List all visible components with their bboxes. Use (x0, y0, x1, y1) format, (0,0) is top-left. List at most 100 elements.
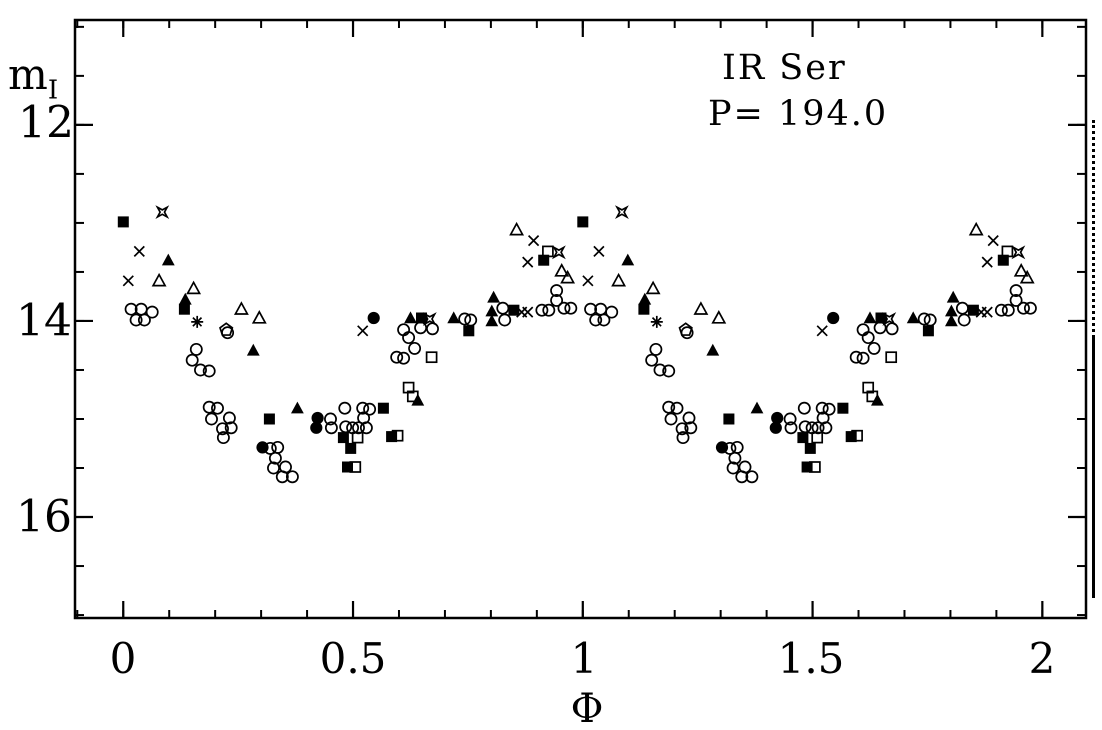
y-tick-label-16: 16 (16, 491, 72, 543)
open-circle-marker (194, 363, 207, 377)
filled-circle-marker (367, 311, 380, 325)
filled-square-marker (508, 304, 520, 316)
open-circle-marker (861, 331, 875, 345)
filled-square-marker (875, 312, 887, 324)
x-tick-label-0: 0 (109, 634, 137, 683)
open-circle-marker (816, 411, 830, 425)
filled-square-marker (801, 461, 813, 473)
open-circle-marker (797, 401, 811, 415)
y-axis-label-main: m (8, 50, 48, 99)
open-triangle-marker (186, 280, 202, 295)
open-triangle-marker (1013, 263, 1029, 277)
period-label: P= 194.0 (708, 94, 889, 134)
open-circle-marker (498, 313, 512, 327)
open-triangle-marker (693, 301, 709, 315)
filled-square-marker (638, 303, 650, 315)
open-circle-marker (535, 303, 549, 317)
filled-square-marker (538, 254, 550, 266)
filled-circle-marker (715, 441, 729, 454)
cross-marker (593, 245, 605, 258)
open-circle-marker (550, 284, 564, 298)
open-square-marker (885, 351, 898, 364)
open-circle-marker (458, 312, 472, 326)
filled-square-marker (386, 431, 398, 443)
filled-triangle-marker (161, 253, 175, 266)
open-circle-marker (564, 301, 578, 315)
open-circle-marker (730, 440, 744, 454)
open-circle-marker (856, 351, 870, 365)
filled-triangle-marker (487, 290, 500, 303)
open-circle-marker (735, 470, 749, 484)
filled-triangle-marker (706, 343, 720, 356)
open-triangle-marker (554, 263, 570, 277)
open-circle-marker (676, 431, 690, 445)
open-circle-marker (357, 411, 371, 425)
open-circle-marker (356, 401, 370, 415)
filled-square-marker (463, 325, 475, 337)
open-square-marker (351, 431, 364, 444)
x-axis-label: Φ (570, 686, 604, 730)
scan-artifact-line-solid (1092, 338, 1095, 598)
cross-marker (582, 275, 594, 287)
open-circle-marker (1009, 293, 1023, 307)
open-circle-marker (589, 313, 603, 327)
open-circle-marker (784, 421, 798, 435)
filled-triangle-marker (945, 304, 958, 317)
filled-triangle-marker (638, 292, 652, 305)
open-circle-marker (542, 303, 556, 317)
open-pentagon-marker (678, 322, 693, 336)
open-circle-marker (670, 401, 684, 415)
open-circle-marker (402, 331, 416, 345)
open-circle-marker (216, 422, 229, 436)
open-circle-marker (202, 400, 216, 414)
open-square-marker (425, 351, 438, 364)
filled-triangle-marker (485, 304, 499, 317)
open-circle-marker (675, 422, 689, 436)
filled-circle-marker (769, 421, 782, 434)
y-axis-label: mI (8, 50, 58, 105)
open-triangle-marker (968, 221, 984, 236)
filled-square-marker (797, 432, 809, 444)
open-circle-marker (1009, 284, 1023, 298)
filled-triangle-marker (946, 290, 960, 303)
open-circle-marker (728, 451, 742, 465)
open-circle-marker (397, 351, 411, 365)
open-circle-marker (205, 412, 218, 426)
open-circle-marker (885, 322, 899, 336)
filled-square-marker (997, 254, 1009, 266)
open-circle-marker (211, 401, 224, 415)
open-circle-marker (605, 305, 619, 319)
open-circle-marker (408, 341, 422, 355)
filled-square-marker (377, 402, 389, 414)
cross-marker (527, 234, 540, 247)
cross-marker (522, 306, 534, 318)
filled-triangle-marker (178, 292, 192, 305)
open-circle-marker (645, 353, 659, 367)
open-triangle-marker (560, 269, 576, 284)
open-circle-marker (1017, 301, 1030, 315)
filled-triangle-marker (750, 401, 764, 414)
filled-square-marker (342, 461, 353, 473)
open-triangle-marker (645, 280, 661, 295)
y-tick-label-14: 14 (16, 295, 72, 347)
filled-triangle-marker (906, 311, 920, 324)
filled-square-marker (967, 304, 979, 316)
filled-square-marker (178, 303, 190, 315)
open-circle-marker (684, 421, 698, 435)
open-circle-marker (496, 301, 510, 315)
open-circle-marker (145, 305, 159, 319)
x-tick-label-2: 2 (1028, 634, 1056, 683)
open-circle-marker (745, 470, 759, 484)
plot-frame (73, 18, 1088, 620)
filled-square-marker (416, 312, 427, 324)
open-circle-marker (957, 313, 971, 327)
cross-marker (357, 325, 369, 337)
open-circle-marker (271, 440, 285, 454)
open-circle-marker (815, 401, 829, 415)
filled-square-marker (804, 442, 816, 454)
cross-marker (981, 306, 993, 318)
open-circle-marker (557, 301, 571, 315)
open-circle-marker (550, 293, 564, 307)
open-triangle-marker (1019, 269, 1035, 284)
filled-triangle-marker (621, 253, 635, 266)
